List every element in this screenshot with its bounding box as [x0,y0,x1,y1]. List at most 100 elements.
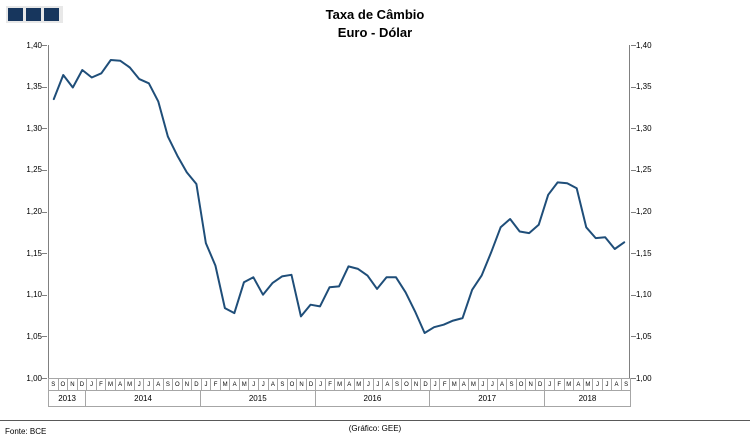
y-tick-label: 1,15 [636,248,652,258]
y-tick-mark [42,86,47,88]
year-label: 2017 [430,390,545,407]
month-label: M [220,378,231,391]
month-label: J [430,378,441,391]
y-tick-label: 1,40 [26,40,42,50]
month-label: N [297,378,307,391]
y-tick-mark [42,45,47,46]
month-label: D [421,378,431,391]
x-axis-years: 2013 2014 2015 2016 2017 2018 [48,390,631,407]
month-label: D [192,378,202,391]
y-tick-label: 1,05 [636,331,652,341]
logo-square [8,8,23,21]
y-tick-mark [631,45,636,46]
month-label: F [325,378,336,391]
month-label: M [469,378,479,391]
year-label: 2018 [544,390,631,407]
month-label: J [249,378,260,391]
y-tick-mark [42,128,47,130]
month-label: M [125,378,135,391]
month-label: J [134,378,145,391]
chart-title: Taxa de Câmbio Euro - Dólar [0,6,750,41]
month-label: A [268,378,279,391]
month-label: S [163,378,174,391]
year-label: 2016 [315,390,431,407]
month-label: O [287,378,298,391]
source-note: Fonte: BCE [5,427,47,436]
month-label: M [449,378,460,391]
month-label: J [488,378,498,391]
y-tick-mark [42,336,47,338]
footer-divider [0,420,750,421]
month-label: J [87,378,97,391]
exchange-rate-line-chart [52,59,626,334]
month-label: A [383,378,393,391]
y-tick-label: 1,30 [26,123,42,133]
month-label: F [440,378,450,391]
month-label: N [182,378,193,391]
y-tick-label: 1,20 [26,207,42,216]
month-label: J [373,378,384,391]
y-tick-mark [631,211,636,213]
y-tick-mark [42,253,47,255]
logo [6,6,63,23]
y-tick-label: 1,00 [26,373,42,383]
logo-square [44,8,59,21]
year-label: 2015 [200,390,316,407]
month-label: J [545,378,555,391]
y-tick-label: 1,40 [636,40,652,50]
month-label: N [68,378,78,391]
month-label: S [278,378,288,391]
month-label: O [516,378,527,391]
month-label: N [411,378,422,391]
logo-square [26,8,41,21]
month-label: O [173,378,183,391]
y-tick-label: 1,35 [26,82,42,92]
month-label: M [335,378,345,391]
y-tick-label: 1,10 [26,290,42,300]
month-label: J [602,378,613,391]
month-label: A [497,378,508,391]
plot-area [48,45,630,378]
month-label: A [344,378,355,391]
month-label: A [612,378,622,391]
month-label: S [507,378,517,391]
month-label: M [583,378,594,391]
month-label: J [259,378,269,391]
month-label: A [154,378,164,391]
month-label: M [564,378,575,391]
month-label: J [593,378,603,391]
month-label: F [96,378,107,391]
y-tick-mark [42,211,47,213]
month-label: J [201,378,212,391]
y-tick-label: 1,05 [26,331,42,341]
y-tick-mark [631,378,636,379]
line-series-eur-usd [52,59,626,334]
month-label: S [48,378,59,391]
y-tick-mark [631,253,636,255]
month-label: O [402,378,412,391]
month-label: S [621,378,632,391]
year-label: 2014 [86,390,201,407]
y-tick-label: 1,30 [636,123,652,133]
month-label: A [115,378,126,391]
month-label: M [106,378,116,391]
y-tick-mark [42,294,47,296]
month-label: J [478,378,489,391]
y-tick-mark [631,294,636,296]
chart-title-line1: Taxa de Câmbio [325,7,425,22]
y-tick-mark [42,169,47,171]
y-tick-mark [631,86,636,88]
month-label: D [306,378,317,391]
y-tick-label: 1,35 [636,82,652,92]
month-label: J [144,378,155,391]
month-label: F [554,378,565,391]
month-label: D [535,378,546,391]
y-tick-mark [42,378,47,379]
month-label: N [526,378,536,391]
year-label: 2013 [48,390,87,407]
chart-title-line2: Euro - Dólar [337,24,413,40]
credit-note: (Gráfico: GEE) [348,424,402,433]
y-tick-mark [631,169,636,171]
